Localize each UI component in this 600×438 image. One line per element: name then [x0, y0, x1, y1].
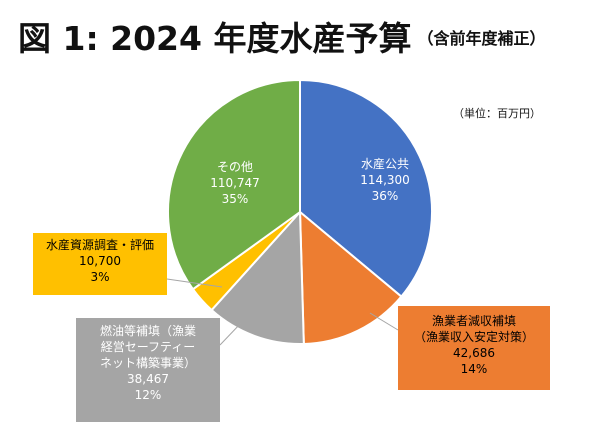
- label-resource-value: 10,700: [79, 254, 121, 268]
- pie-slice-public: [299, 78, 433, 298]
- label-public-name: 水産公共: [360, 157, 409, 171]
- label-resource-name: 水産資源調査・評価: [45, 238, 154, 252]
- chart-title-main: 図 1: 2024 年度水産予算: [18, 19, 412, 58]
- leader-line-fishery: [369, 312, 399, 331]
- data-label-fishery: 漁業者減収補填 （漁業収入安定対策） 42,686 14%: [398, 306, 550, 390]
- label-other-name: その他: [216, 160, 253, 174]
- leader-line-fuel: [219, 322, 242, 346]
- data-label-resource: 水産資源調査・評価 10,700 3%: [33, 233, 167, 295]
- pie-slice-other: [167, 78, 301, 291]
- label-fishery-value: 42,686: [453, 346, 495, 360]
- leader-line-resource: [166, 278, 223, 288]
- chart-subtitle: （含前年度補正）: [417, 29, 546, 48]
- pie-slice-fishery: [298, 209, 403, 345]
- label-fishery-name-2: （漁業収入安定対策）: [413, 330, 534, 344]
- label-fishery-name-1: 漁業者減収補填: [431, 314, 516, 328]
- data-label-public: 水産公共 114,300 36%: [340, 156, 430, 204]
- data-label-fuel: 燃油等補填（漁業 経営セーフティー ネット構築事業） 38,467 12%: [76, 318, 220, 422]
- label-resource-percent: 3%: [90, 270, 110, 284]
- label-fuel-percent: 12%: [134, 388, 162, 402]
- data-label-other: その他 110,747 35%: [190, 159, 280, 207]
- label-fishery-percent: 14%: [460, 362, 488, 376]
- leader-lines: [166, 278, 399, 346]
- label-other-percent: 35%: [221, 192, 249, 206]
- label-fuel-name-3: ネット構築事業）: [99, 356, 196, 370]
- label-public-value: 114,300: [360, 173, 410, 187]
- label-fuel-name-1: 燃油等補填（漁業: [99, 324, 196, 338]
- unit-note: （単位：百万円）: [453, 107, 541, 120]
- label-fuel-name-2: 経営セーフティー: [100, 340, 196, 354]
- label-other-value: 110,747: [210, 176, 260, 190]
- pie-slice-fuel: [210, 209, 305, 345]
- label-public-percent: 36%: [371, 189, 399, 203]
- pie-slices: [167, 78, 433, 345]
- label-fuel-value: 38,467: [127, 372, 169, 386]
- chart-title: 図 1: 2024 年度水産予算 （含前年度補正）: [18, 12, 546, 60]
